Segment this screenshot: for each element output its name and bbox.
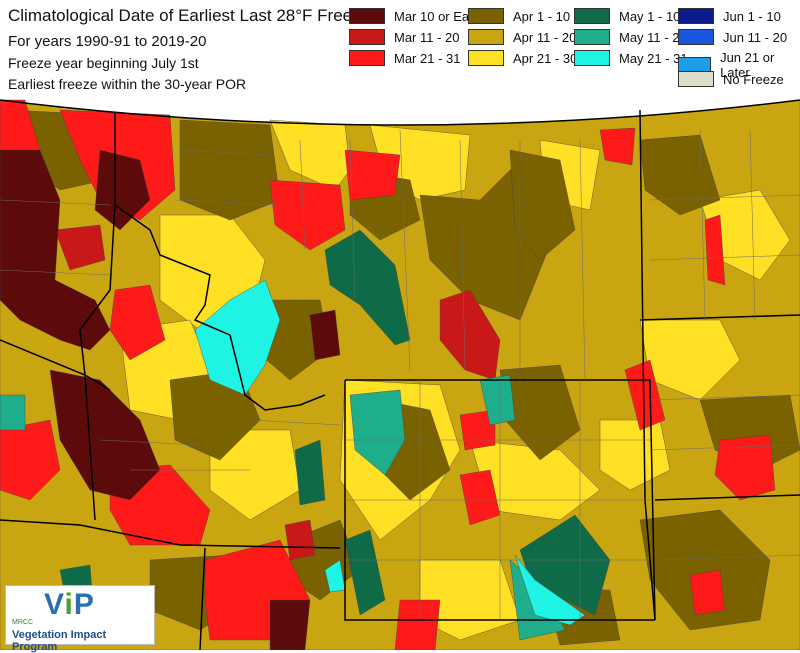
south-dakota-nebraska-border <box>654 494 800 501</box>
legend-swatch <box>678 29 714 45</box>
legend-label: Jun 21 or Later <box>720 50 775 80</box>
legend-swatch <box>349 29 385 45</box>
region-may1-10 <box>324 229 411 346</box>
legend-item: Jun 1 - 10 <box>678 8 781 24</box>
legend-swatch <box>678 71 714 87</box>
region-may1-10 <box>344 529 386 616</box>
legend-swatch <box>468 50 504 66</box>
region-may11-20 <box>349 389 406 476</box>
region-mar21-31 <box>394 599 441 650</box>
legend-label: Jun 11 - 20 <box>723 29 788 45</box>
legend-label: Jun 1 - 10 <box>723 8 781 24</box>
map-margin <box>0 96 800 125</box>
legend-item: Apr 1 - 10 <box>468 8 570 24</box>
freeze-date-map <box>0 96 800 650</box>
region-may11-20 <box>479 374 516 426</box>
legend-label: Apr 1 - 10 <box>513 8 571 24</box>
legend-item: No Freeze <box>678 71 784 87</box>
region-mar10-earlier <box>49 369 161 501</box>
region-apr1-10 <box>509 149 576 261</box>
subtitle-freeze-year: Freeze year beginning July 1st <box>8 55 199 71</box>
legend-swatch <box>468 29 504 45</box>
logo-p: P <box>73 588 95 621</box>
wyoming-colorado-border <box>344 380 655 621</box>
county-lines <box>0 129 800 620</box>
header: Climatological Date of Earliest Last 28°… <box>0 0 800 96</box>
wyoming-border <box>345 379 656 621</box>
region-apr1-10 <box>639 134 721 216</box>
legend-swatch <box>349 8 385 24</box>
region-may21-31 <box>194 279 281 396</box>
legend-label: Apr 11 - 20 <box>513 29 577 45</box>
region-mar10-earlier <box>94 149 151 231</box>
legend-swatch <box>574 29 610 45</box>
logo-mrcc-text: MRCC <box>12 619 33 626</box>
region-apr1-10 <box>179 119 281 221</box>
legend-swatch <box>678 8 714 24</box>
legend-item: Apr 11 - 20 <box>468 29 576 45</box>
legend-label: May 1 - 10 <box>619 8 681 24</box>
legend-item: Mar 11 - 20 <box>349 29 460 45</box>
region-apr1-10 <box>639 509 771 631</box>
state-borders <box>0 99 800 650</box>
idaho-montana-border <box>114 112 326 411</box>
region-mar21-31 <box>109 284 166 361</box>
legend-label: No Freeze <box>723 71 784 87</box>
region-mar11-20 <box>284 519 316 561</box>
subtitle-years: For years 1990-91 to 2019-20 <box>8 33 207 50</box>
region-may1-10 <box>294 439 326 506</box>
region-mar10-earlier <box>0 149 111 351</box>
legend-item: Apr 21 - 30 <box>468 50 577 66</box>
legend-item: Mar 21 - 31 <box>349 50 460 66</box>
logo-i: i <box>64 588 74 621</box>
legend-swatch <box>468 8 504 24</box>
region-mar21-31 <box>704 214 726 286</box>
region-mar21-31 <box>599 127 636 166</box>
region-mar21-31 <box>0 419 61 501</box>
legend-swatch <box>574 8 610 24</box>
legend-item: Mar 10 or Earlier <box>349 8 491 24</box>
legend-label: Mar 11 - 20 <box>394 29 460 45</box>
subtitle-por: Earliest freeze within the 30-year POR <box>8 76 247 92</box>
region-may11-20 <box>0 394 26 431</box>
region-mar21-31 <box>689 569 726 616</box>
legend-item: May 11 - 20 <box>574 29 687 45</box>
legend-label: Apr 21 - 30 <box>513 50 578 66</box>
legend-label: May 11 - 20 <box>619 29 687 45</box>
region-mar11-20 <box>54 224 106 271</box>
nevada-utah-border <box>199 547 206 650</box>
nevada-utah-north-border <box>0 519 341 549</box>
region-mar21-31 <box>624 359 666 431</box>
logo-v: V <box>44 588 65 621</box>
legend-item: May 1 - 10 <box>574 8 680 24</box>
logo-vip-mark: ViP <box>44 588 95 622</box>
legend-item: Jun 21 or Later <box>678 50 800 80</box>
logo-program-name: Vegetation Impact Program <box>12 629 107 653</box>
region-mar21-31 <box>714 434 776 501</box>
idaho-oregon-border <box>84 374 96 521</box>
legend-swatch <box>574 50 610 66</box>
north-south-dakota-border <box>639 314 800 321</box>
legend-label: Mar 21 - 31 <box>394 50 461 66</box>
legend-item: Jun 11 - 20 <box>678 29 787 45</box>
vip-logo: MRCC ViP Vegetation Impact Program <box>5 585 155 653</box>
map-title: Climatological Date of Earliest Last 28°… <box>8 6 371 25</box>
region-mar21-31 <box>269 179 346 251</box>
legend-item: May 21 - 31 <box>574 50 688 66</box>
legend-swatch <box>349 50 385 66</box>
legend-label: May 21 - 31 <box>619 50 688 66</box>
region-apr21-30 <box>209 429 301 521</box>
idaho-west-border <box>79 204 116 376</box>
region-mar10-earlier <box>269 599 311 650</box>
legend-label: Mar 10 or Earlier <box>394 8 491 24</box>
region-mar10-earlier <box>309 309 341 361</box>
region-mar21-31 <box>344 149 401 201</box>
